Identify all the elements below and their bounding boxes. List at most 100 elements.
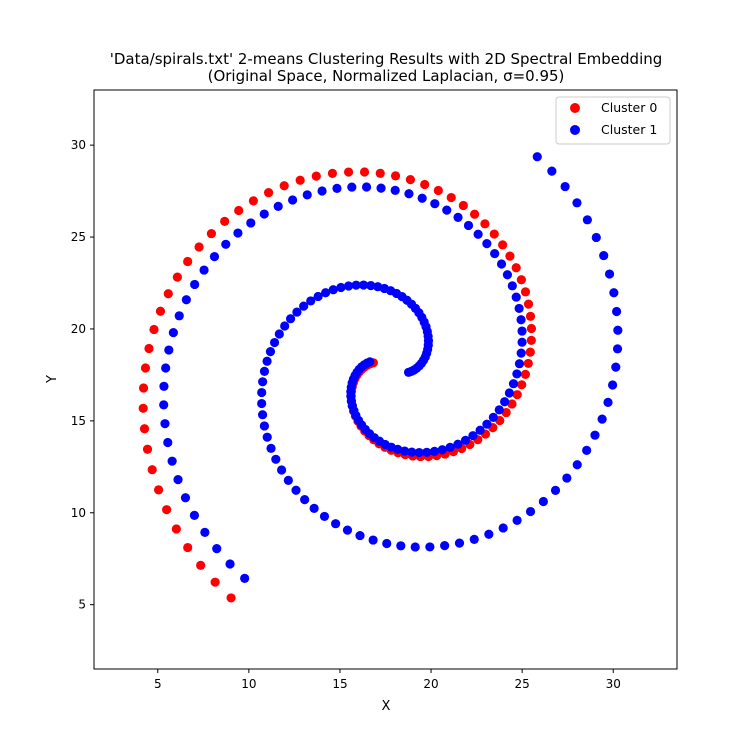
cluster-1-point	[342, 525, 353, 535]
cluster-1-point	[612, 344, 623, 354]
cluster-1-point	[390, 185, 400, 195]
cluster-0-point	[520, 287, 531, 297]
cluster-1-point	[257, 387, 267, 398]
cluster-1-point	[358, 280, 369, 290]
cluster-0-point	[183, 542, 193, 553]
cluster-1-point	[309, 503, 319, 513]
y-tick-label: 25	[71, 230, 86, 244]
cluster-1-point	[266, 443, 276, 453]
x-axis-label: X	[382, 699, 391, 714]
cluster-1-point	[351, 280, 361, 290]
cluster-1-point	[422, 447, 432, 457]
cluster-0-point	[390, 171, 401, 181]
cluster-0-point	[138, 383, 149, 393]
cluster-0-point	[163, 289, 173, 299]
cluster-1-point	[560, 181, 570, 192]
y-tick-label: 10	[71, 506, 86, 520]
cluster-1-point	[482, 419, 492, 429]
cluster-0-point	[206, 228, 217, 239]
cluster-0-point	[139, 424, 150, 434]
cluster-0-point	[523, 358, 533, 369]
cluster-1-point	[246, 218, 256, 228]
cluster-1-point	[572, 198, 582, 208]
cluster-0-point	[375, 168, 385, 178]
chart-title-line2: (Original Space, Normalized Laplacian, σ…	[208, 67, 565, 85]
cluster-1-point	[494, 405, 504, 415]
cluster-1-point	[209, 252, 220, 262]
cluster-1-point	[167, 456, 177, 466]
cluster-1-point	[599, 250, 609, 261]
cluster-1-point	[291, 485, 301, 495]
cluster-1-point	[437, 445, 447, 455]
cluster-0-point	[162, 505, 172, 515]
cluster-1-point	[376, 183, 386, 193]
cluster-1-point	[532, 152, 542, 162]
cluster-1-point	[240, 573, 250, 583]
cluster-1-point	[608, 380, 618, 390]
cluster-1-point	[498, 523, 508, 533]
cluster-0-point	[517, 380, 527, 390]
cluster-0-point	[526, 335, 536, 345]
cluster-1-point	[200, 527, 210, 537]
cluster-1-point	[482, 239, 492, 249]
cluster-1-point	[507, 281, 517, 291]
cluster-1-point	[604, 269, 615, 279]
cluster-0-point	[171, 524, 181, 534]
cluster-1-point	[273, 201, 283, 211]
cluster-0-point	[505, 251, 515, 261]
cluster-1-point	[189, 510, 200, 520]
cluster-1-point	[460, 435, 471, 445]
cluster-1-point	[299, 301, 309, 311]
cluster-0-point	[469, 209, 480, 219]
cluster-1-point	[445, 442, 455, 452]
cluster-0-point	[525, 347, 535, 357]
cluster-0-point	[480, 219, 490, 229]
cluster-0-point	[196, 560, 206, 570]
legend-marker-cluster-1	[570, 125, 580, 135]
cluster-1-point	[475, 425, 485, 435]
cluster-1-point	[269, 337, 280, 348]
x-tick-label: 5	[154, 677, 162, 691]
x-tick-label: 30	[606, 677, 621, 691]
cluster-1-point	[168, 328, 178, 338]
x-tick-label: 10	[241, 677, 256, 691]
cluster-1-point	[512, 369, 522, 379]
cluster-1-point	[516, 315, 526, 325]
y-tick-label: 5	[78, 598, 86, 612]
cluster-1-point	[285, 314, 296, 324]
cluster-1-point	[161, 363, 171, 373]
cluster-1-point	[469, 534, 479, 544]
cluster-0-point	[511, 263, 521, 273]
chart-title-line1: 'Data/spirals.txt' 2-means Clustering Re…	[110, 50, 663, 68]
cluster-0-point	[279, 181, 289, 191]
x-tick-label: 20	[423, 677, 438, 691]
x-tick-label: 15	[332, 677, 347, 691]
cluster-1-point	[173, 475, 183, 485]
cluster-1-point	[347, 182, 357, 192]
cluster-1-point	[517, 326, 527, 336]
cluster-0-point	[155, 306, 166, 316]
cluster-1-point	[414, 447, 424, 458]
cluster-0-point	[140, 363, 151, 373]
cluster-0-point	[501, 407, 511, 418]
cluster-0-point	[458, 200, 468, 211]
cluster-1-point	[257, 410, 268, 420]
cluster-1-point	[500, 397, 510, 407]
scatter-points	[138, 152, 623, 603]
x-tick-label: 25	[515, 677, 530, 691]
cluster-1-point	[400, 446, 410, 456]
cluster-1-point	[582, 215, 592, 225]
legend-label-cluster-0: Cluster 0	[601, 100, 657, 115]
cluster-1-point	[368, 535, 378, 545]
cluster-1-point	[396, 541, 406, 551]
cluster-1-point	[328, 285, 338, 295]
cluster-1-point	[292, 307, 302, 317]
cluster-1-point	[313, 291, 323, 302]
cluster-0-point	[295, 175, 305, 185]
cluster-1-point	[484, 529, 494, 539]
cluster-1-point	[300, 495, 310, 505]
cluster-1-point	[516, 348, 526, 358]
cluster-0-point	[153, 485, 164, 495]
cluster-0-point	[226, 593, 236, 603]
